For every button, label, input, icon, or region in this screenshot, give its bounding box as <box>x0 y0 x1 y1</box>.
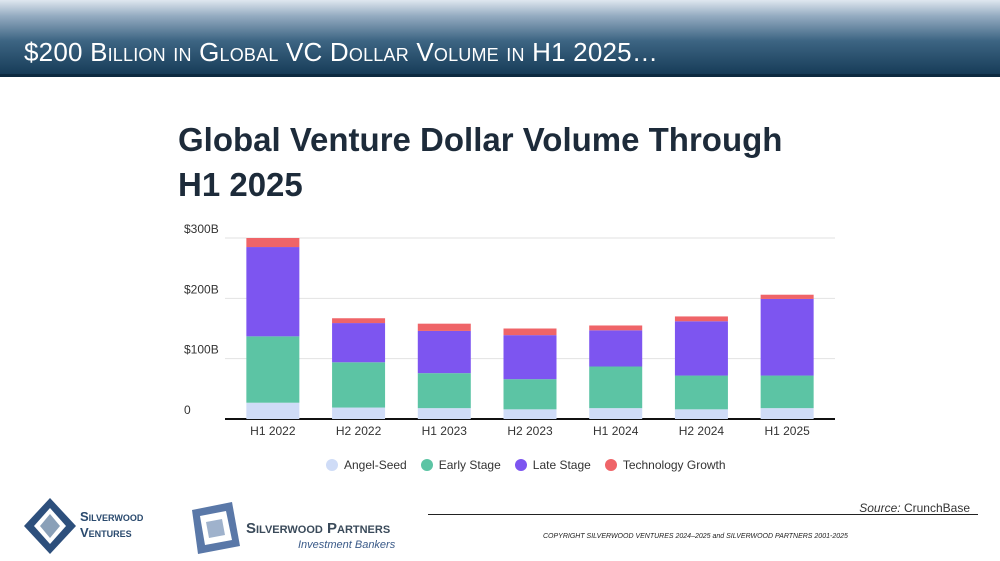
bar-segment <box>246 238 300 248</box>
bar-segment <box>332 318 386 324</box>
stacked-bar-chart: 0 $100B $200B $300B H1 2022 H2 2022 H1 2023 H2 … <box>184 222 835 438</box>
y-tick-label: 0 <box>184 403 191 417</box>
legend-item: Angel-Seed <box>326 458 407 472</box>
slide-title: $200 Billion in Global VC Dollar Volume … <box>24 37 659 67</box>
chart-legend: Angel-Seed Early Stage Late Stage Technolog… <box>326 457 740 473</box>
legend-label: Technology Growth <box>622 458 726 472</box>
footer-divider <box>428 514 978 515</box>
bar-segment <box>674 375 728 410</box>
bar-segment <box>589 366 643 409</box>
silverwood-partners-logo: Silverwood Partners Investment Bankers <box>186 500 426 560</box>
chart-title-line-1: Global Venture Dollar Volume Through <box>178 121 783 158</box>
x-tick-label: H1 2023 <box>422 424 468 438</box>
legend-item: Late Stage <box>514 458 591 472</box>
x-tick-label: H2 2024 <box>679 424 725 438</box>
bar-segment <box>503 328 557 336</box>
legend-label: Late Stage <box>532 458 591 472</box>
legend-swatch <box>604 459 617 471</box>
bar-segment <box>674 316 728 322</box>
bar-segment <box>503 335 557 380</box>
bar-segment <box>760 408 814 419</box>
chart-title-line-2: H1 2025 <box>178 166 303 203</box>
slide-header: $200 Billion in Global VC Dollar Volume … <box>0 0 1000 77</box>
copyright-notice: COPYRIGHT SILVERWOOD VENTURES 2024–2025 … <box>543 533 848 540</box>
bar-segment <box>246 402 300 419</box>
legend-item: Technology Growth <box>604 458 726 472</box>
bar-segment <box>417 323 471 331</box>
legend-swatch <box>420 459 433 471</box>
wordmark-line-2: Ventures <box>80 525 132 540</box>
bar-segment <box>332 407 386 419</box>
source-note: Source: CrunchBase <box>859 501 970 515</box>
bar-segment <box>417 408 471 419</box>
bar-segment <box>589 325 643 331</box>
bar-segment <box>674 409 728 419</box>
source-label: Source: <box>859 501 901 515</box>
x-tick-label: H2 2022 <box>336 424 382 438</box>
silverwood-partners-tagline: Investment Bankers <box>298 539 396 551</box>
legend-swatch <box>326 459 338 471</box>
bar-segment <box>589 408 643 419</box>
bar-segment <box>332 323 386 363</box>
wordmark-line-1: Silverwood <box>80 509 144 524</box>
legend-label: Early Stage <box>438 458 501 472</box>
x-tick-label: H2 2023 <box>507 424 553 438</box>
x-tick-label: H1 2024 <box>593 424 639 438</box>
y-tick-label: $200B <box>184 282 219 296</box>
chart-title: Global Venture Dollar Volume Through H1 … <box>178 117 858 207</box>
bar-segment <box>760 298 814 376</box>
bar-segment <box>246 336 300 403</box>
x-tick-label: H1 2025 <box>764 424 810 438</box>
legend-label: Angel-Seed <box>344 458 407 472</box>
bar-segment <box>332 362 386 408</box>
source-value: CrunchBase <box>903 501 970 515</box>
legend-swatch <box>514 459 527 471</box>
silverwood-ventures-wordmark: Silverwood Ventures <box>80 509 143 541</box>
bar-segment <box>503 409 557 419</box>
silverwood-ventures-logo: Silverwood Ventures <box>22 496 192 556</box>
legend-item: Early Stage <box>420 458 501 472</box>
bar-segment <box>417 373 471 409</box>
bar-segment <box>760 294 814 299</box>
x-tick-label: H1 2022 <box>250 424 296 438</box>
silverwood-partners-wordmark: Silverwood Partners <box>246 520 391 537</box>
diamond-logo-icon <box>24 498 76 554</box>
y-tick-label: $300B <box>184 222 219 236</box>
y-tick-label: $100B <box>184 343 219 357</box>
square-logo-icon <box>192 502 240 554</box>
bar-segment <box>760 375 814 409</box>
bar-segment <box>503 379 557 410</box>
bar-segment <box>246 247 300 337</box>
bar-segment <box>417 330 471 374</box>
bar-segment <box>674 321 728 376</box>
bar-segment <box>589 330 643 367</box>
